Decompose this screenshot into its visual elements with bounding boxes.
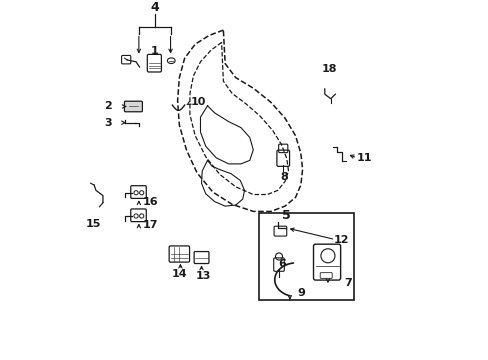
- Text: 4: 4: [150, 1, 159, 14]
- Text: 5: 5: [281, 209, 290, 222]
- Text: 16: 16: [142, 197, 158, 207]
- Text: 10: 10: [190, 97, 205, 107]
- Text: 7: 7: [344, 278, 351, 288]
- Bar: [258, 213, 354, 300]
- Text: 6: 6: [278, 258, 286, 269]
- FancyBboxPatch shape: [124, 101, 142, 112]
- Text: 8: 8: [280, 172, 287, 182]
- Text: 14: 14: [172, 269, 187, 279]
- Text: 9: 9: [297, 288, 305, 298]
- Text: 12: 12: [333, 235, 349, 244]
- Text: 15: 15: [85, 219, 101, 229]
- Text: 18: 18: [321, 64, 336, 74]
- Text: 17: 17: [142, 220, 158, 230]
- Text: 1: 1: [150, 46, 158, 56]
- Text: 11: 11: [356, 153, 371, 163]
- Text: 3: 3: [104, 118, 111, 128]
- Text: 13: 13: [196, 271, 211, 281]
- Text: 2: 2: [104, 101, 112, 111]
